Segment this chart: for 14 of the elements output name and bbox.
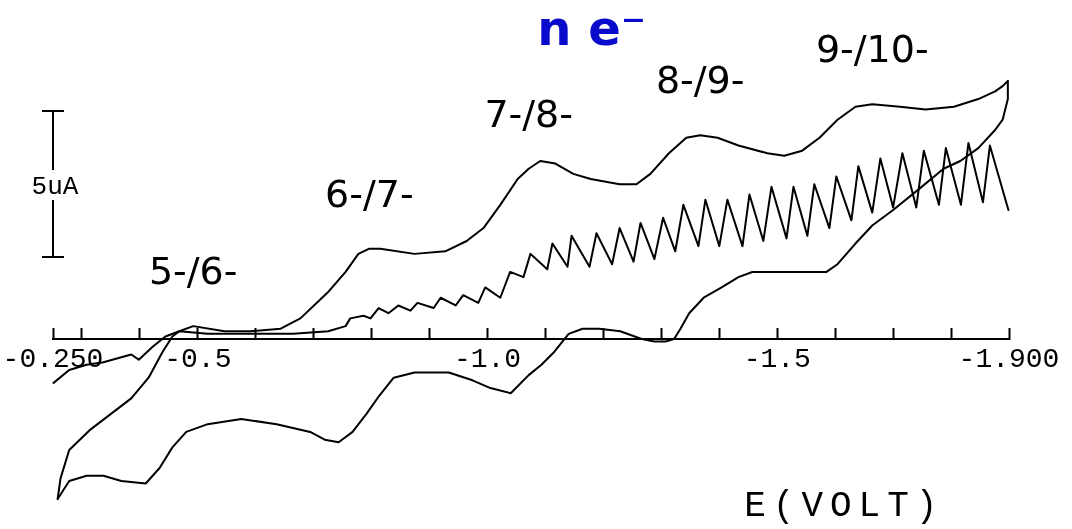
annotation: 7-/8- xyxy=(484,91,573,136)
scale-indicator: 5uA xyxy=(28,108,82,260)
x-tick-label: -1.5 xyxy=(743,343,811,375)
annotation: 5-/6- xyxy=(148,249,238,294)
chart-title: n e⁻ xyxy=(537,0,647,56)
annotation: 6-/7- xyxy=(325,171,414,216)
x-tick-label: -0.250 xyxy=(2,343,104,375)
x-tick-label: -1.0 xyxy=(453,343,522,375)
x-tick-label: -0.5 xyxy=(164,343,232,375)
x-axis-title: E(VOLT) xyxy=(744,486,945,527)
annotation: 9-/10- xyxy=(815,27,929,72)
x-tick-label: -1.900 xyxy=(958,343,1060,375)
annotation: 5uA xyxy=(31,172,79,202)
annotation: 8-/9- xyxy=(655,58,745,103)
